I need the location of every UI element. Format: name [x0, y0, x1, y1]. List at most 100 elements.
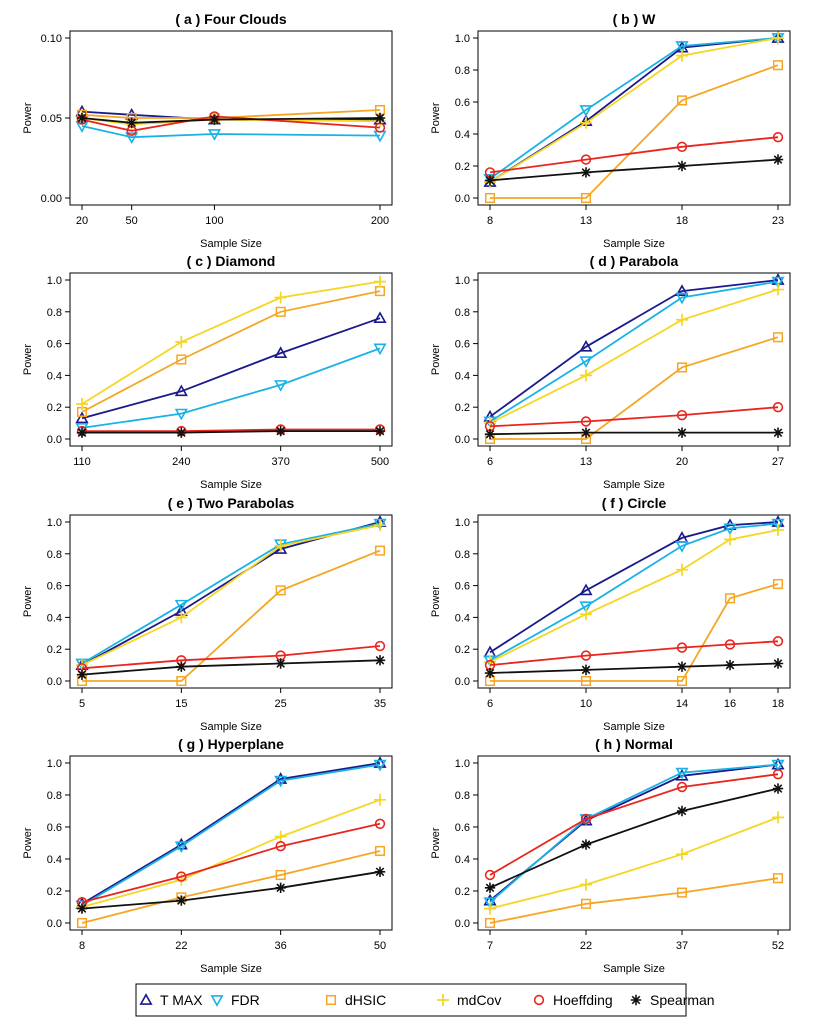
- x-tick-label: 18: [772, 698, 784, 710]
- y-tick-label: 1.0: [47, 758, 62, 770]
- x-tick-label: 36: [275, 940, 287, 952]
- x-tick-label: 110: [73, 456, 91, 468]
- data-point-spearman: [724, 659, 736, 671]
- y-tick-label: 0.2: [47, 886, 62, 898]
- data-point-spearman: [484, 429, 496, 440]
- data-point-spearman: [374, 112, 386, 124]
- y-tick-label: 1.0: [455, 33, 470, 45]
- y-tick-label: 0.2: [455, 644, 470, 656]
- legend-item-spearman: Spearman: [630, 992, 715, 1008]
- data-point-fdr: [675, 540, 689, 553]
- series-line-hoeffding: [489, 406, 779, 428]
- panel-title: ( a ) Four Clouds: [175, 11, 286, 27]
- data-point-t-max: [274, 346, 288, 358]
- y-tick-label: 0.2: [47, 402, 62, 414]
- x-tick-label: 14: [676, 698, 688, 710]
- plot-frame: [69, 514, 393, 689]
- y-tick-label: 0.4: [455, 854, 470, 866]
- series-line-spearman: [81, 659, 381, 676]
- data-point-hoeffding: [676, 141, 688, 153]
- series-line-fdr: [489, 522, 779, 662]
- legend-item-mdcov: mdCov: [437, 992, 501, 1008]
- x-tick-label: 240: [172, 456, 190, 468]
- x-axis-label: Sample Size: [603, 963, 665, 975]
- data-point-fdr: [675, 767, 689, 780]
- panel-title: ( h ) Normal: [595, 736, 673, 752]
- panel-b: ( b ) W 0.0 0.2 0.4 0.6 0.8 1.0 8 13 18 23 Sample S…: [430, 11, 791, 250]
- data-point-fdr: [579, 105, 593, 117]
- y-tick-label: 0.0: [47, 676, 62, 688]
- x-tick-label: 15: [175, 698, 187, 710]
- data-point-hoeffding: [676, 642, 688, 653]
- data-point-mdcov: [580, 878, 592, 891]
- y-tick-label: 0.0: [455, 434, 470, 446]
- data-point-fdr: [579, 601, 593, 614]
- y-tick-label: 0.6: [47, 339, 62, 351]
- series-line-hoeffding: [489, 136, 779, 174]
- data-point-fdr: [274, 380, 288, 392]
- data-point-spearman: [275, 425, 286, 437]
- data-point-dhsic: [374, 845, 386, 857]
- data-point-mdcov: [175, 611, 188, 624]
- series-spearman: [76, 425, 386, 438]
- data-point-spearman: [374, 655, 386, 666]
- data-point-mdcov: [580, 369, 592, 382]
- data-point-spearman: [772, 427, 784, 438]
- x-tick-label: 52: [772, 940, 784, 952]
- y-tick-label: 0.4: [47, 854, 62, 866]
- series-dhsic: [76, 286, 386, 418]
- legend-marker-spearman: [630, 994, 642, 1006]
- y-tick-label: 0.6: [455, 581, 470, 593]
- data-point-spearman: [176, 895, 187, 906]
- series-line-mdcov: [489, 288, 779, 424]
- series-line-spearman: [489, 158, 779, 182]
- data-point-t-max: [579, 583, 593, 596]
- series-spearman: [76, 655, 386, 680]
- y-tick-label: 0.10: [41, 33, 62, 45]
- data-point-t-max: [274, 772, 288, 784]
- series-line-spearman: [489, 431, 778, 436]
- series-line-t-max: [81, 317, 381, 420]
- data-point-mdcov: [772, 811, 784, 824]
- x-axis-label: Sample Size: [200, 238, 262, 250]
- y-tick-label: 0.2: [455, 161, 470, 173]
- panel-title: ( b ) W: [613, 11, 657, 27]
- data-point-mdcov: [76, 398, 88, 411]
- x-tick-label: 18: [676, 215, 688, 227]
- series-spearman: [76, 112, 386, 128]
- data-point-hoeffding: [275, 840, 286, 852]
- data-point-spearman: [176, 661, 187, 672]
- y-tick-label: 0.2: [455, 886, 470, 898]
- x-axis-label: Sample Size: [200, 479, 262, 491]
- series-line-fdr: [81, 763, 381, 907]
- data-point-spearman: [76, 112, 88, 124]
- legend-marker-mdcov: [437, 994, 449, 1006]
- y-tick-label: 0.4: [47, 612, 62, 624]
- legend-label: mdCov: [457, 992, 501, 1008]
- series-line-dhsic: [490, 64, 779, 199]
- data-point-spearman: [772, 658, 784, 669]
- series-line-dhsic: [489, 877, 779, 924]
- panel-title: ( e ) Two Parabolas: [168, 495, 295, 511]
- data-point-t-max: [174, 384, 188, 397]
- series-dhsic: [484, 578, 784, 687]
- legend-label: Spearman: [650, 992, 715, 1008]
- data-point-spearman: [676, 427, 688, 438]
- data-point-dhsic: [275, 869, 286, 881]
- data-point-spearman: [275, 658, 286, 669]
- data-point-mdcov: [772, 32, 784, 44]
- x-tick-label: 22: [175, 940, 187, 952]
- data-point-mdcov: [274, 830, 287, 843]
- series-mdcov: [484, 32, 784, 188]
- plot-frame: [477, 514, 791, 689]
- x-tick-label: 16: [724, 698, 736, 710]
- data-point-fdr: [483, 897, 497, 910]
- data-point-spearman: [772, 154, 784, 165]
- plot-frame: [69, 272, 393, 447]
- data-point-spearman: [76, 669, 88, 680]
- data-point-t-max: [373, 311, 387, 324]
- data-point-hoeffding: [772, 636, 784, 647]
- y-tick-label: 0.4: [455, 612, 470, 624]
- legend-marker-dhsic: [325, 994, 337, 1006]
- series-spearman: [76, 866, 386, 914]
